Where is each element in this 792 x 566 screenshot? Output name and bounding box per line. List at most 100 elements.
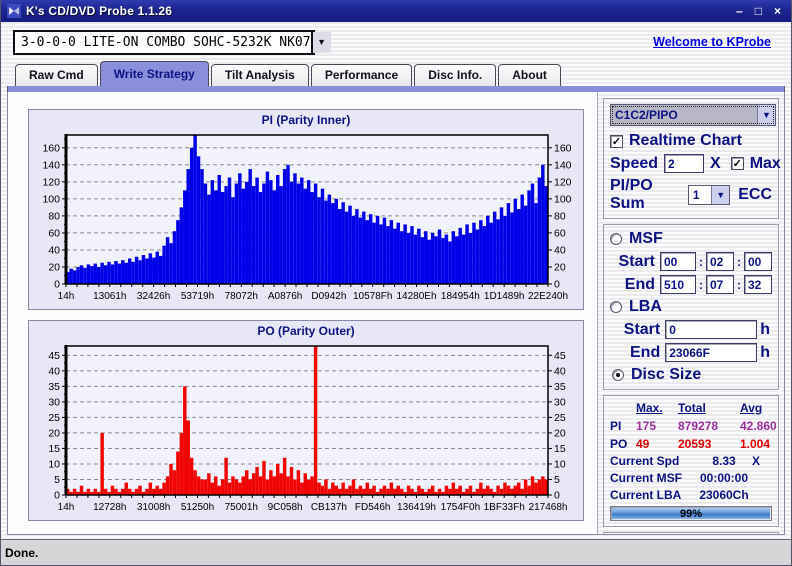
current-lba-value: 23060Ch [696,488,752,502]
pi-max: 175 [636,419,678,433]
pi-chart: PI (Parity Inner) 0020204040606080801001… [28,109,584,310]
svg-text:A0876h: A0876h [268,291,302,302]
msf-radio[interactable] [610,233,622,245]
svg-text:20: 20 [48,261,60,273]
svg-text:0: 0 [54,279,60,291]
device-selector[interactable]: 3-0-0-0 LITE-ON COMBO SOHC-5232K NK07 ▼ [13,30,315,55]
svg-text:5: 5 [54,474,60,486]
welcome-link[interactable]: Welcome to KProbe [653,35,771,49]
pi-chart-plot: 0020204040606080801001001201201401401601… [32,130,580,311]
speed-label: Speed [610,155,658,173]
svg-text:FD546h: FD546h [355,502,391,513]
po-row-label: PO [610,437,636,451]
svg-text:140: 140 [554,159,572,171]
svg-text:13061h: 13061h [93,291,126,302]
msf-end-sec[interactable] [706,275,734,294]
test-mode-select[interactable]: C1C2/PIPO ▼ [610,104,776,126]
svg-text:40: 40 [48,365,60,377]
svg-text:75001h: 75001h [225,502,258,513]
progress-bar: 99% [610,506,772,521]
realtime-chart-label: Realtime Chart [629,132,742,150]
svg-text:217468h: 217468h [529,502,568,513]
current-msf-label: Current MSF [610,471,696,485]
lba-start-label: Start [624,321,660,339]
svg-text:1754F0h: 1754F0h [441,502,480,513]
pi-row-label: PI [610,419,636,433]
lba-end-input[interactable] [665,343,757,362]
window-title: K's CD/DVD Probe 1.1.26 [26,4,736,18]
tab-disc-info[interactable]: Disc Info. [414,64,496,86]
tab-tilt-analysis[interactable]: Tilt Analysis [211,64,309,86]
svg-text:0: 0 [554,490,560,502]
svg-text:14h: 14h [58,291,75,302]
tab-performance[interactable]: Performance [311,64,412,86]
lba-start-input[interactable] [665,320,757,339]
chevron-down-icon[interactable]: ▼ [311,32,331,53]
svg-text:0: 0 [554,279,560,291]
stats-header-total: Total [678,401,740,415]
po-total: 20593 [678,437,740,451]
po-chart-title: PO (Parity Outer) [29,324,583,341]
pipo-sum-select[interactable]: 1 ▼ [688,185,730,205]
svg-text:0: 0 [54,490,60,502]
charts-panel: PI (Parity Inner) 0020204040606080801001… [8,92,598,534]
svg-text:14h: 14h [58,502,75,513]
svg-text:14280Eh: 14280Eh [396,291,436,302]
svg-text:53719h: 53719h [181,291,214,302]
tab-about[interactable]: About [498,64,561,86]
pi-avg: 42.860 [740,419,784,433]
svg-text:80: 80 [554,210,566,222]
lba-end-label: End [630,344,660,362]
svg-text:25: 25 [48,412,60,424]
msf-start-label: Start [619,253,655,271]
maximize-icon[interactable]: □ [755,4,762,18]
svg-text:30: 30 [48,396,60,408]
close-icon[interactable]: × [774,4,781,18]
current-lba-label: Current LBA [610,488,696,502]
app-icon [7,4,21,18]
msf-end-min[interactable] [660,275,696,294]
realtime-chart-checkbox[interactable]: ✓ [610,135,623,148]
speed-unit-label: X [710,155,721,173]
device-selector-value: 3-0-0-0 LITE-ON COMBO SOHC-5232K NK07 [15,32,311,53]
chevron-down-icon[interactable]: ▼ [757,105,775,125]
max-speed-checkbox[interactable]: ✓ [731,157,744,170]
svg-text:45: 45 [48,350,60,362]
po-chart: PO (Parity Outer) 0055101015152020252530… [28,320,584,521]
minimize-icon[interactable]: – [736,4,743,18]
current-speed-label: Current Spd [610,454,696,468]
tab-raw-cmd[interactable]: Raw Cmd [15,64,98,86]
svg-text:45: 45 [554,350,566,362]
ecc-label: ECC [738,186,772,204]
svg-text:32426h: 32426h [137,291,170,302]
svg-text:10: 10 [48,458,60,470]
chevron-down-icon[interactable]: ▼ [711,186,729,204]
msf-start-frame[interactable] [744,252,772,271]
svg-text:136419h: 136419h [397,502,436,513]
svg-text:35: 35 [554,381,566,393]
svg-text:100: 100 [554,193,572,205]
svg-text:80: 80 [48,210,60,222]
svg-text:D0942h: D0942h [311,291,346,302]
current-msf-value: 00:00:00 [696,471,752,485]
svg-text:15: 15 [554,443,566,455]
speed-input[interactable] [664,154,704,173]
msf-start-min[interactable] [660,252,696,271]
tab-bar: Raw Cmd Write Strategy Tilt Analysis Per… [1,62,791,86]
msf-end-frame[interactable] [744,275,772,294]
pipo-sum-label: PI/PO Sum [610,177,682,213]
hex-suffix: h [760,344,770,362]
svg-text:9C058h: 9C058h [268,502,303,513]
disc-size-radio[interactable] [612,369,624,381]
svg-text:160: 160 [554,142,572,154]
tab-write-strategy[interactable]: Write Strategy [100,61,209,86]
max-speed-label: Max [750,155,781,173]
svg-text:31008h: 31008h [137,502,170,513]
svg-text:40: 40 [554,365,566,377]
svg-text:120: 120 [554,176,572,188]
msf-start-sec[interactable] [706,252,734,271]
control-panel: C1C2/PIPO ▼ ✓ Realtime Chart Speed X ✓ M… [598,92,784,534]
po-max: 49 [636,437,678,451]
current-speed-unit: X [752,454,772,468]
lba-radio[interactable] [610,301,622,313]
